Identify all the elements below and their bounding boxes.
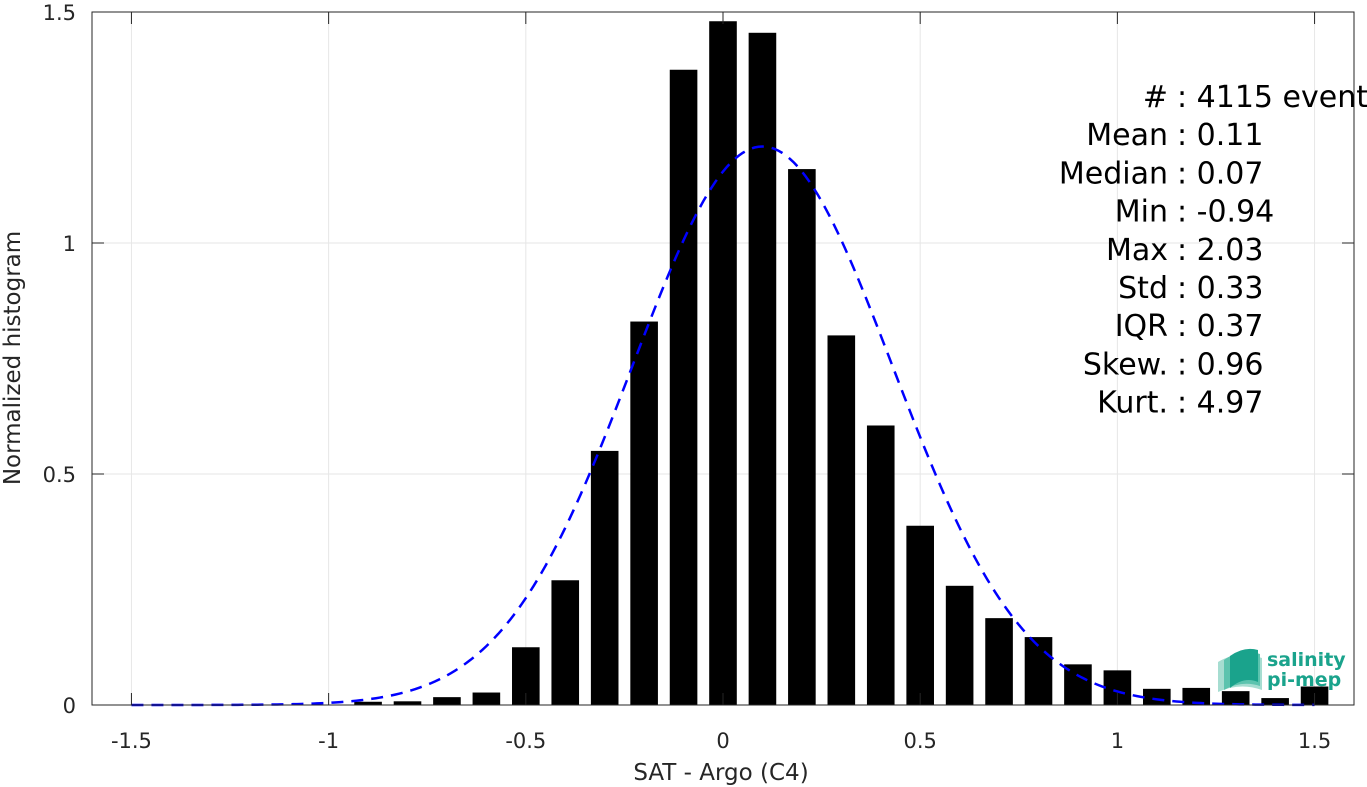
histogram-bar-23 (1024, 637, 1053, 705)
stat-value-2: : 0.07 (1177, 156, 1263, 191)
histogram-bar-8 (433, 697, 461, 705)
histogram-bar-28 (1221, 691, 1250, 705)
stat-label-0: # (1143, 80, 1168, 115)
stat-value-7: : 0.96 (1177, 347, 1263, 382)
y-tick-labels: 0 0.5 1 1.5 (43, 1, 76, 718)
logo-line-1: salinity (1267, 649, 1346, 671)
histogram-bar-14 (669, 69, 698, 705)
gaussian-fit-curve (131, 145, 1315, 707)
histogram-bar-15 (709, 21, 737, 706)
y-tick-label-2: 1 (63, 232, 76, 256)
x-tick-label-3: 0 (716, 729, 729, 753)
histogram-bar-16 (748, 32, 777, 706)
y-tick-label-1: 0.5 (43, 463, 76, 487)
histogram-bar-9 (472, 692, 501, 705)
stat-label-4: Max (1106, 233, 1168, 268)
stat-value-4: : 2.03 (1177, 233, 1263, 268)
logo-line-2: pi-mep (1267, 669, 1341, 691)
axis-ticks (92, 11, 1354, 706)
y-axis-label: Normalized histogram (0, 231, 26, 485)
histogram-bar-26 (1143, 688, 1171, 705)
stat-value-3: : -0.94 (1177, 195, 1274, 230)
histogram-bar-19 (866, 425, 895, 705)
histogram-bar-29 (1261, 698, 1289, 705)
stat-label-5: Std (1118, 271, 1168, 306)
x-tick-label-5: 1 (1111, 729, 1124, 753)
stat-label-6: IQR (1115, 309, 1168, 344)
salinity-waves-icon (1218, 648, 1262, 692)
x-tick-label-0: -1.5 (111, 729, 152, 753)
stat-value-8: : 4.97 (1177, 386, 1263, 421)
x-tick-label-6: 1.5 (1298, 729, 1331, 753)
stat-label-1: Mean (1086, 118, 1168, 153)
stat-label-3: Min (1115, 195, 1168, 230)
stat-label-2: Median (1059, 156, 1168, 191)
x-tick-label-4: 0.5 (903, 729, 936, 753)
y-tick-label-0: 0 (63, 694, 76, 718)
histogram-bar-20 (906, 525, 934, 705)
histogram-bar-6 (354, 701, 382, 705)
stat-value-1: : 0.11 (1177, 118, 1263, 153)
histogram-bar-7 (393, 701, 422, 705)
stat-value-5: : 0.33 (1177, 271, 1263, 306)
histogram-bar-21 (945, 585, 974, 705)
x-tick-label-1: -1 (318, 729, 339, 753)
stat-value-0: : 4115 events (1177, 80, 1367, 115)
stat-value-6: : 0.37 (1177, 309, 1263, 344)
stat-label-8: Kurt. (1097, 386, 1168, 421)
histogram-bar-27 (1182, 687, 1211, 705)
histogram-bar-11 (551, 580, 580, 705)
stats-box: # : 4115 events Mean : 0.11 Median : 0.07 Min… (1059, 80, 1367, 421)
histogram-bar-12 (590, 450, 619, 705)
histogram-bars (354, 21, 1329, 706)
x-tick-labels: -1.5 -1 -0.5 0 0.5 1 1.5 (111, 729, 1331, 753)
x-tick-label-2: -0.5 (505, 729, 546, 753)
pi-mep-logo: salinity pi-mep (1218, 648, 1346, 692)
stat-label-7: Skew. (1083, 347, 1168, 382)
histogram-bar-13 (630, 321, 658, 705)
x-axis-label: SAT - Argo (C4) (633, 760, 808, 786)
y-tick-label-3: 1.5 (43, 1, 76, 25)
histogram-bar-22 (985, 618, 1013, 705)
histogram-bar-17 (788, 169, 816, 705)
histogram-bar-18 (827, 335, 856, 705)
